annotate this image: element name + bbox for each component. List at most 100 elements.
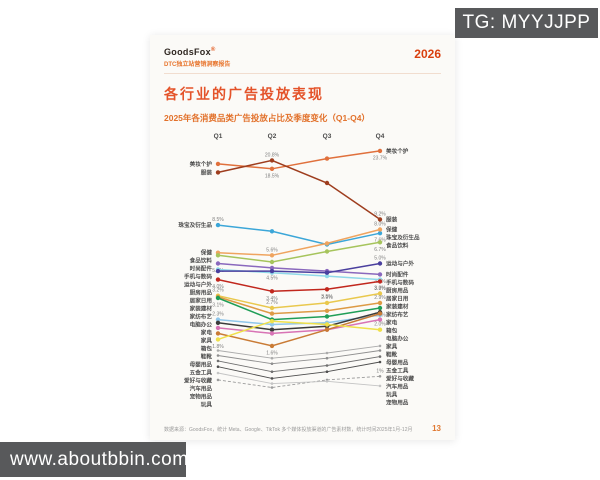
category-label-left: 玩具: [201, 401, 213, 409]
value-label: 1.8%: [212, 344, 224, 350]
value-label: 4.0%: [212, 284, 224, 290]
series-line: [217, 311, 381, 331]
data-point: [324, 180, 330, 186]
value-label: 5.6%: [266, 247, 278, 253]
data-point: [215, 295, 221, 301]
category-label-right: 爱好与收藏: [386, 374, 414, 382]
category-label-left: 母婴用品: [190, 361, 213, 369]
quarter-header: Q3: [323, 133, 332, 140]
data-point: [216, 354, 220, 357]
series-line: [217, 320, 381, 341]
data-point: [269, 229, 275, 234]
category-label-right: 鞋靴: [386, 350, 398, 358]
value-label: 18.5%: [265, 173, 280, 179]
report-page: GoodsFox® DTC独立站营销洞察报告 2026 各行业的广告投放表现 2…: [150, 35, 455, 440]
data-point: [324, 308, 330, 313]
year-badge: 2026: [414, 47, 441, 61]
data-point: [377, 327, 383, 332]
category-label-right: 家纺布艺: [386, 310, 409, 318]
data-point: [377, 217, 383, 222]
series-line: [217, 159, 381, 221]
data-point: [377, 272, 383, 277]
series-line: [217, 375, 381, 388]
value-label: 2.0%: [374, 322, 386, 328]
series-line: [217, 312, 381, 347]
data-point: [269, 311, 275, 316]
category-label-left: 宠物用品: [190, 393, 213, 401]
data-point: [215, 337, 221, 342]
category-label-left: 家具: [201, 337, 213, 345]
data-point: [324, 241, 330, 246]
data-point: [377, 300, 383, 306]
value-label: 9.2%: [374, 211, 386, 217]
data-point: [215, 320, 221, 325]
category-label-right: 玩具: [386, 390, 398, 398]
report-footer: 数据来源：GoodsFox，统计 Meta、Google、TikTok 多个媒体…: [164, 424, 441, 433]
category-label-right: 汽车用品: [386, 382, 409, 390]
category-label-left: 箱包: [201, 345, 213, 353]
category-label-right: 母婴用品: [386, 358, 409, 366]
data-point: [215, 170, 221, 175]
data-point: [215, 331, 221, 336]
data-point: [269, 166, 275, 171]
value-label: 3.4%: [266, 296, 278, 302]
data-point: [378, 360, 382, 364]
data-point: [269, 259, 275, 265]
data-point: [377, 231, 383, 236]
data-point: [378, 344, 382, 348]
page-number: 13: [432, 424, 441, 433]
value-label: 2.9%: [321, 295, 333, 301]
category-label-right: 家电: [386, 318, 398, 326]
data-point: [377, 279, 383, 284]
data-point: [216, 378, 220, 382]
data-point: [324, 327, 330, 332]
category-label-right: 家具: [386, 342, 398, 350]
page-subtitle: 2025年各消费品类广告投放占比及季度变化（Q1-Q4）: [164, 113, 370, 123]
data-point: [270, 370, 274, 373]
category-label-right: 五金工具: [386, 366, 409, 374]
category-label-left: 居家日用: [190, 297, 213, 305]
value-label: 5.0%: [374, 256, 386, 262]
category-label-right: 箱包: [386, 326, 398, 334]
series-line: [217, 292, 381, 309]
category-label-left: 服装: [201, 168, 213, 176]
data-point: [377, 240, 383, 245]
category-label-left: 爱好与收藏: [184, 377, 212, 385]
data-point: [270, 386, 274, 389]
data-point: [324, 314, 330, 319]
data-point: [269, 289, 275, 294]
value-label: 2.7%: [266, 300, 278, 306]
quarter-header: Q1: [214, 133, 223, 140]
category-label-left: 运动与户外: [184, 281, 212, 289]
value-label: 3.5%: [321, 294, 333, 300]
category-label-right: 食品饮料: [385, 241, 409, 249]
data-point: [215, 277, 221, 282]
value-label: 8.0%: [374, 222, 386, 228]
quarter-header: Q2: [268, 133, 277, 140]
data-point: [325, 364, 329, 367]
bump-chart: Q1Q2Q3Q418.5%23.7%20.8%9.2%8.5%7.6%5.6%8…: [178, 133, 420, 409]
data-point: [269, 343, 275, 349]
category-label-right: 家装建材: [386, 302, 409, 310]
category-label-left: 电脑办公: [190, 321, 213, 329]
data-point: [269, 319, 275, 324]
category-label-right: 服装: [386, 215, 398, 223]
report-header: GoodsFox® DTC独立站营销洞察报告 2026: [164, 47, 441, 74]
data-point: [215, 261, 221, 266]
data-point: [324, 270, 330, 275]
data-point: [325, 370, 329, 373]
category-label-right: 手机与数码: [386, 278, 414, 286]
data-point: [216, 371, 220, 375]
data-point: [216, 365, 220, 368]
series-line: [217, 350, 381, 365]
category-label-left: 五金工具: [190, 369, 213, 377]
data-point: [377, 317, 383, 322]
value-label: 20.8%: [265, 152, 280, 158]
watermark-telegram: TG: MYYJJPP: [455, 8, 598, 38]
category-label-right: 运动与户外: [386, 259, 414, 267]
category-label-left: 厨房用品: [190, 289, 213, 297]
data-point: [378, 384, 382, 388]
value-label: 3.2%: [212, 288, 224, 294]
data-point: [269, 322, 275, 327]
data-point: [377, 311, 383, 316]
